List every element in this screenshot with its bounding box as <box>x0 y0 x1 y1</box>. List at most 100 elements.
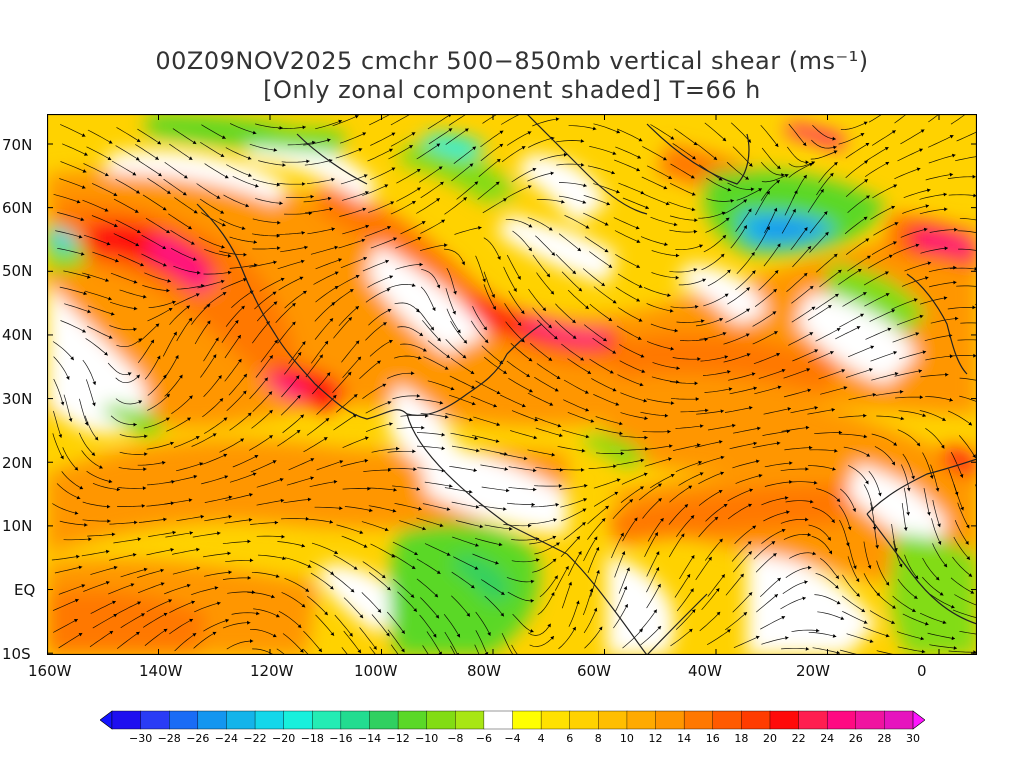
streamline-arrowhead <box>635 225 640 230</box>
streamline <box>651 272 679 279</box>
streamline <box>959 630 977 635</box>
streamline <box>281 518 310 520</box>
colorbar-swatch <box>426 710 456 730</box>
streamline <box>785 500 814 503</box>
streamline-arrowhead <box>593 607 598 612</box>
streamline <box>443 613 461 638</box>
streamline <box>282 633 304 653</box>
streamline <box>307 178 335 184</box>
streamline <box>59 520 88 526</box>
streamline-arrowhead <box>973 353 977 358</box>
streamline <box>278 276 304 291</box>
streamline <box>726 161 750 180</box>
streamline-arrowhead <box>81 185 86 189</box>
streamline <box>727 182 755 190</box>
streamline-arrowhead <box>572 319 576 323</box>
streamline-arrowhead <box>639 628 643 633</box>
streamline <box>529 635 555 647</box>
streamline <box>508 290 525 315</box>
streamline-arrowhead <box>924 276 929 280</box>
streamline <box>527 172 554 182</box>
streamline <box>400 220 426 235</box>
streamline-arrowhead <box>357 356 361 361</box>
streamline <box>148 531 176 537</box>
streamline-arrowhead <box>748 503 752 508</box>
streamline-arrowhead <box>238 358 242 363</box>
colorbar-swatch <box>455 710 485 730</box>
streamline <box>305 518 334 523</box>
streamline <box>920 247 948 254</box>
streamline <box>173 265 201 274</box>
streamline-arrowhead <box>327 138 331 143</box>
streamline-arrowhead <box>216 195 221 199</box>
streamline-arrowhead <box>106 504 111 509</box>
streamline-arrowhead <box>192 257 197 261</box>
streamline <box>863 271 889 286</box>
streamline <box>947 176 976 179</box>
streamline-arrowhead <box>365 191 369 195</box>
streamline-arrowhead <box>461 261 465 266</box>
streamline <box>142 194 167 211</box>
streamline <box>672 357 701 360</box>
streamline-arrowhead <box>845 542 850 547</box>
streamline <box>340 257 368 269</box>
streamline-arrowhead <box>221 245 225 249</box>
streamline <box>480 464 509 470</box>
streamline-arrowhead <box>949 397 953 402</box>
streamline-arrowhead <box>450 386 455 391</box>
streamline-arrowhead <box>944 246 948 251</box>
streamline <box>811 535 833 555</box>
streamline-arrowhead <box>891 205 895 210</box>
streamline <box>508 486 537 490</box>
streamline-arrowhead <box>676 366 680 370</box>
streamline <box>816 488 841 503</box>
streamline <box>848 393 877 400</box>
streamline-arrowhead <box>170 547 174 552</box>
streamline <box>475 537 503 546</box>
streamline-arrowhead <box>220 210 224 214</box>
streamline-arrowhead <box>894 222 899 226</box>
streamline <box>670 628 693 647</box>
streamline <box>863 484 874 511</box>
streamline <box>164 162 188 179</box>
streamline <box>118 487 147 489</box>
streamline-arrowhead <box>193 209 198 214</box>
streamline-arrowhead <box>949 354 954 359</box>
streamline-arrowhead <box>190 241 195 245</box>
streamline-arrowhead <box>269 435 273 439</box>
streamline-arrowhead <box>448 128 453 132</box>
streamline-arrowhead <box>644 416 648 421</box>
streamline-arrowhead <box>841 369 845 373</box>
streamline <box>173 293 200 306</box>
streamline <box>92 482 121 491</box>
streamline-arrowhead <box>302 182 306 186</box>
streamline <box>840 121 868 130</box>
streamline <box>590 569 600 597</box>
streamline <box>137 339 155 364</box>
streamline-arrowhead <box>784 496 789 500</box>
streamline-arrowhead <box>430 326 434 331</box>
streamline-arrowhead <box>572 270 576 274</box>
streamline-arrowhead <box>750 187 755 192</box>
streamline <box>111 160 137 176</box>
streamline-arrowhead <box>188 225 192 230</box>
lat-label: 20N <box>2 454 33 472</box>
streamline <box>336 524 364 534</box>
streamline-arrowhead <box>688 628 693 633</box>
streamline <box>511 558 540 563</box>
streamline <box>171 395 193 414</box>
streamline-arrowhead <box>503 370 507 374</box>
streamline-arrowhead <box>755 459 760 464</box>
streamline <box>818 161 838 183</box>
streamline <box>640 236 668 246</box>
streamline <box>760 616 786 630</box>
colorbar-label: 12 <box>648 732 663 745</box>
streamline <box>371 614 390 637</box>
streamline <box>922 557 940 581</box>
streamline-arrowhead <box>353 566 358 570</box>
streamline <box>365 288 391 303</box>
streamline-arrowhead <box>820 189 824 193</box>
streamline <box>812 647 841 654</box>
streamline <box>119 289 147 298</box>
streamline-arrowhead <box>441 219 445 224</box>
